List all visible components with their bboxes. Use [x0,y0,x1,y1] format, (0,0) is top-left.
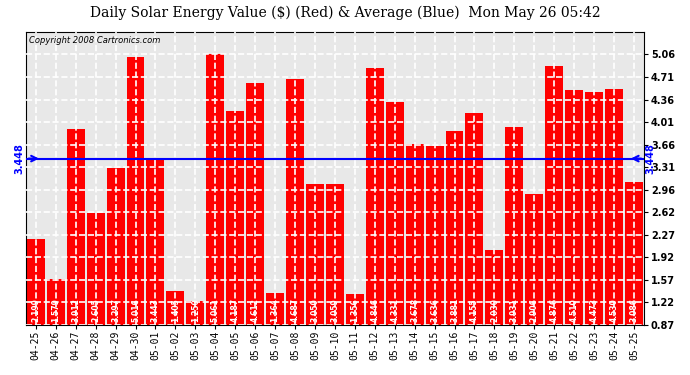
Text: 2.906: 2.906 [530,298,539,322]
Text: 5.061: 5.061 [210,298,220,322]
Bar [525,194,543,325]
Bar [246,83,264,325]
Text: 4.876: 4.876 [550,298,559,322]
Bar [326,184,344,325]
Bar [306,184,324,325]
Text: 4.331: 4.331 [391,298,400,322]
Bar [366,68,384,325]
Bar [27,239,45,325]
Text: 3.912: 3.912 [71,298,80,322]
Bar [446,130,464,325]
Bar [486,250,504,325]
Bar [87,213,105,325]
Text: 2.199: 2.199 [31,298,40,322]
Bar [386,102,404,325]
Text: 3.050: 3.050 [310,298,319,322]
Bar [505,128,523,325]
Text: 4.155: 4.155 [470,298,479,322]
Bar [426,147,444,325]
Bar [266,293,284,325]
Text: 4.846: 4.846 [371,298,380,322]
Text: 3.678: 3.678 [410,298,419,322]
Text: 1.364: 1.364 [270,298,279,322]
Text: 1.356: 1.356 [351,298,359,322]
Bar [186,300,204,325]
Bar [406,144,424,325]
Bar [565,90,583,325]
Text: 4.687: 4.687 [290,298,299,322]
Text: 3.881: 3.881 [450,298,459,322]
Text: 3.059: 3.059 [331,298,339,322]
Text: 1.405: 1.405 [171,298,180,322]
Bar [107,168,125,325]
Text: 3.086: 3.086 [629,298,638,322]
Bar [166,291,184,325]
Text: 3.448: 3.448 [645,143,655,174]
Text: 4.187: 4.187 [230,298,239,322]
Bar [226,111,244,325]
Bar [47,279,65,325]
Text: 3.297: 3.297 [111,298,120,322]
Text: 2.030: 2.030 [490,298,499,322]
Bar [605,89,623,325]
Text: Copyright 2008 Cartronics.com: Copyright 2008 Cartronics.com [29,36,160,45]
Text: Daily Solar Energy Value ($) (Red) & Average (Blue)  Mon May 26 05:42: Daily Solar Energy Value ($) (Red) & Ave… [90,6,600,20]
Bar [585,92,603,325]
Bar [466,113,484,325]
Text: 3.931: 3.931 [510,298,519,322]
Text: 3.448: 3.448 [15,143,25,174]
Text: 1.579: 1.579 [51,298,60,322]
Bar [126,57,144,325]
Text: 4.612: 4.612 [250,298,259,322]
Text: 5.016: 5.016 [131,298,140,322]
Bar [286,79,304,325]
Bar [346,294,364,325]
Text: 4.510: 4.510 [570,298,579,322]
Text: 1.250: 1.250 [191,298,200,322]
Bar [545,66,563,325]
Bar [625,182,643,325]
Text: 4.530: 4.530 [609,298,618,322]
Text: 3.443: 3.443 [151,298,160,322]
Bar [67,129,85,325]
Text: 2.605: 2.605 [91,298,100,322]
Text: 3.636: 3.636 [430,298,439,322]
Text: 4.473: 4.473 [589,298,599,322]
Bar [146,159,164,325]
Bar [206,54,224,325]
